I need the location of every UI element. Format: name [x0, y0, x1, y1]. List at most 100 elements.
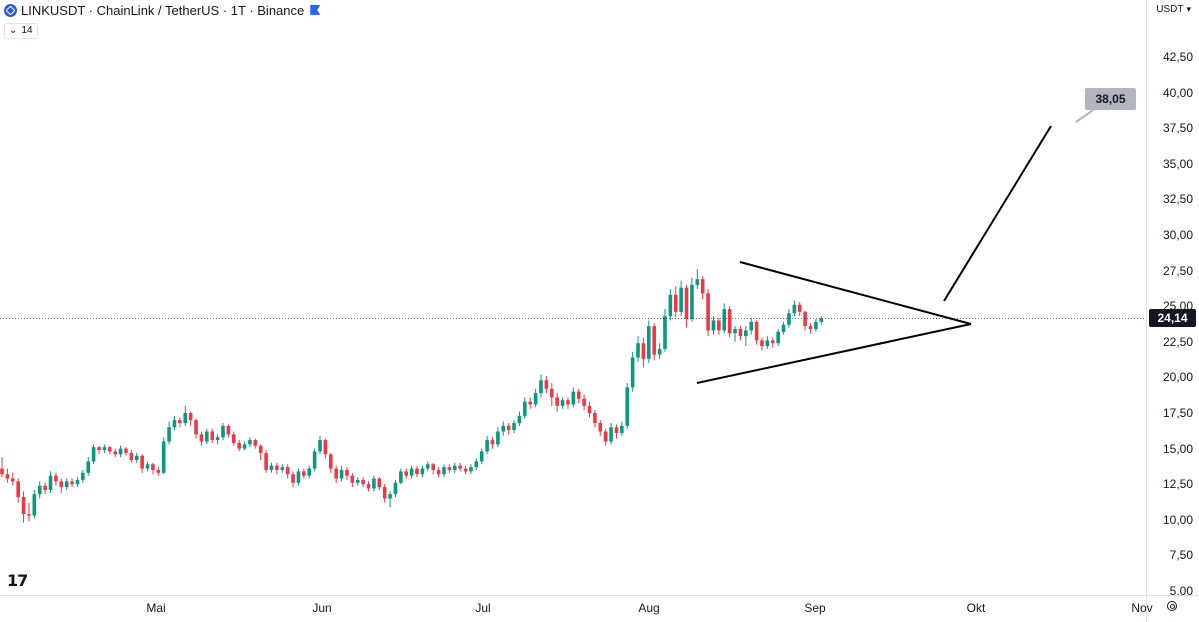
candle-down [285, 467, 290, 475]
candle-down [431, 464, 435, 470]
candle-down [361, 479, 365, 485]
candle-up [609, 427, 613, 442]
candle-down [253, 440, 258, 446]
candle-up [479, 451, 484, 462]
candle-up [663, 316, 667, 349]
chart-area[interactable]: LINKUSDT · ChainLink / TetherUS · 1T · B… [0, 0, 1146, 595]
candle-down [350, 475, 355, 483]
candle-down [506, 425, 511, 431]
candle-up [37, 485, 42, 495]
candle-up [560, 400, 565, 406]
tradingview-logo-icon[interactable]: 17 [7, 571, 28, 590]
candle-down [463, 468, 468, 472]
flag-icon[interactable] [310, 5, 321, 15]
candle-up [636, 343, 640, 358]
price-tick-label: 27,50 [1162, 263, 1193, 278]
candle-down [447, 467, 452, 470]
triangle-lower-line[interactable] [696, 323, 972, 384]
price-tick-label: 5,00 [1169, 584, 1193, 598]
candle-up [571, 391, 576, 405]
indicator-toggle-button[interactable]: ⌄ 14 [4, 23, 38, 39]
candle-down [226, 425, 231, 435]
candle-up [474, 461, 479, 468]
candle-down [21, 497, 26, 515]
candle-down [382, 487, 387, 499]
candle-up [167, 427, 171, 442]
candle-up [205, 431, 209, 442]
candle-up [819, 318, 824, 322]
candle-up [496, 431, 500, 445]
candle-up [647, 326, 651, 359]
candle-down [10, 478, 15, 482]
time-axis-label: Okt [966, 601, 986, 615]
time-axis[interactable]: rMaiJunJulAugSepOktNov [0, 595, 1153, 622]
candle-up [312, 451, 317, 469]
price-tick-label: 15,00 [1162, 441, 1193, 456]
candle-up [533, 393, 538, 405]
candle-down [490, 440, 495, 445]
candle-up [814, 321, 818, 329]
candle-up [679, 287, 683, 312]
symbol-legend[interactable]: LINKUSDT · ChainLink / TetherUS · 1T · B… [4, 3, 321, 18]
candles-group [0, 269, 824, 523]
candle-down [717, 320, 721, 331]
candle-up [452, 465, 457, 470]
price-tick-label: 22,50 [1162, 334, 1193, 349]
candle-down [614, 427, 619, 433]
candle-down [458, 465, 462, 469]
candle-up [91, 447, 96, 462]
candle-down [237, 442, 241, 449]
price-tick-label: 37,50 [1162, 121, 1193, 136]
candle-up [781, 324, 786, 332]
candle-down [593, 413, 597, 423]
candle-down [156, 469, 161, 473]
chevron-down-icon: ▾ [1186, 4, 1191, 14]
candle-down [684, 287, 689, 320]
candle-down [641, 343, 646, 359]
time-axis-label: Aug [638, 601, 660, 615]
candle-up [539, 380, 543, 394]
candle-down [151, 464, 155, 470]
candle-up [32, 494, 37, 516]
candle-down [598, 422, 603, 432]
time-axis-label: Nov [1131, 601, 1153, 615]
candle-up [722, 309, 727, 331]
candle-down [738, 328, 743, 337]
candle-up [765, 340, 770, 347]
candle-down [0, 468, 4, 475]
candle-up [442, 467, 446, 475]
triangle-upper-line[interactable] [739, 261, 972, 325]
candle-up [469, 467, 473, 472]
gear-icon[interactable] [1167, 601, 1177, 611]
candle-up [501, 425, 506, 432]
target-price-callout[interactable]: 38,05 [1085, 88, 1136, 110]
candle-up [248, 440, 252, 445]
candle-down [124, 448, 128, 453]
candle-up [409, 468, 414, 476]
candle-down [366, 484, 371, 489]
callout-pointer [1075, 107, 1097, 123]
candlestick-chart[interactable] [0, 0, 1146, 595]
candle-down [436, 469, 441, 475]
candle-down [700, 279, 705, 294]
time-axis-label: Jun [312, 601, 332, 615]
candle-up [372, 478, 376, 489]
chainlink-logo-icon [4, 4, 17, 17]
price-axis[interactable]: USDT ▾ 42,50 40,00 37,50 35,00 32,50 30,00 27,5… [1146, 0, 1199, 598]
candle-down [199, 434, 204, 442]
candle-down [16, 481, 20, 498]
candle-down [194, 420, 198, 435]
candle-up [517, 415, 522, 423]
axis-settings-corner[interactable] [1146, 595, 1199, 622]
candle-down [603, 431, 608, 442]
candle-down [760, 340, 764, 347]
candle-down [555, 397, 559, 406]
currency-selector[interactable]: USDT ▾ [1156, 4, 1191, 15]
indicator-value: 14 [21, 25, 33, 36]
breakout-projection-line[interactable] [943, 125, 1052, 302]
candle-down [108, 447, 112, 452]
candle-up [296, 471, 301, 483]
candle-down [264, 452, 268, 470]
candle-down [188, 413, 193, 421]
candle-down [582, 398, 586, 406]
